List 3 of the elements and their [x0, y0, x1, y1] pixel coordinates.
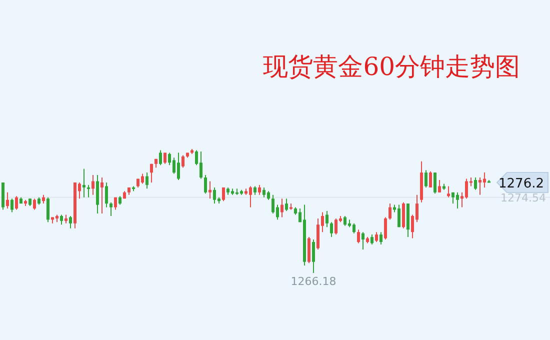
text: 1276.2	[498, 176, 544, 192]
chart-title: 现货黄金60分钟走势图	[263, 52, 520, 81]
annotation: 1266.18	[290, 275, 336, 288]
